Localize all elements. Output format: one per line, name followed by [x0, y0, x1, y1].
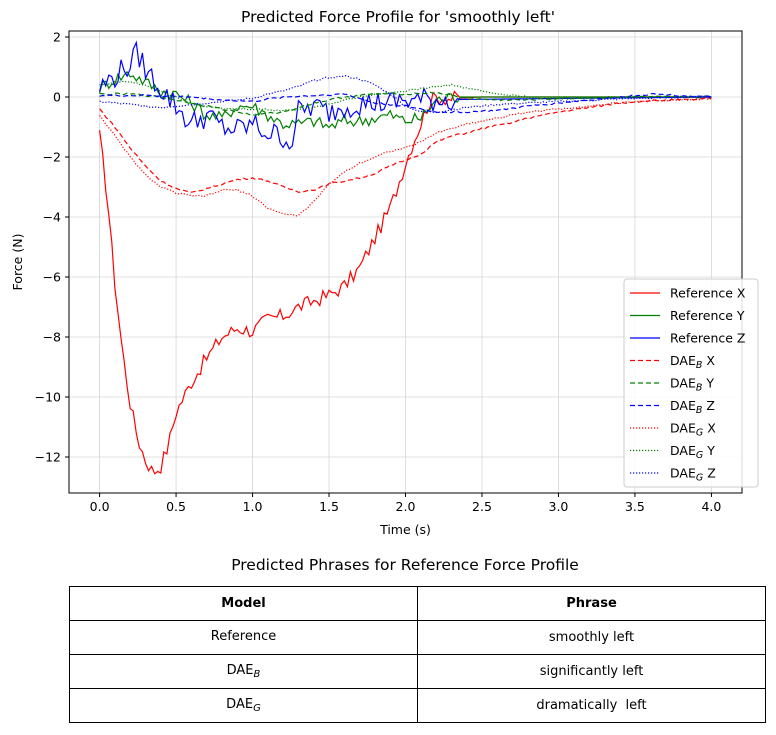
column-header-phrase: Phrase — [417, 586, 766, 621]
series-line — [99, 70, 712, 130]
series-line — [99, 92, 712, 114]
column-header-model: Model — [69, 586, 418, 621]
y-tick-label: −12 — [35, 450, 61, 465]
table-row: DAEG dramatically left — [69, 688, 766, 723]
cell-phrase: dramatically left — [417, 688, 766, 723]
legend-label: Reference X — [670, 286, 746, 301]
y-tick-label: −4 — [43, 210, 61, 225]
y-tick-label: −6 — [43, 270, 61, 285]
cell-model: Reference — [69, 620, 418, 655]
chart-title: Predicted Force Profile for 'smoothly le… — [241, 8, 555, 26]
y-axis-label: Force (N) — [10, 234, 25, 291]
legend-label: DAEG Y — [670, 443, 715, 461]
x-tick-label: 2.5 — [472, 499, 492, 514]
x-tick-label: 0.5 — [166, 499, 186, 514]
x-axis-label: Time (s) — [379, 522, 431, 537]
cell-phrase: smoothly left — [417, 620, 766, 655]
legend-label: DAEG X — [670, 421, 716, 439]
x-tick-label: 4.0 — [701, 499, 721, 514]
y-tick-label: −2 — [43, 150, 61, 165]
legend-label: DAEB Z — [670, 398, 715, 416]
y-tick-label: −8 — [43, 330, 61, 345]
line-chart: 0.0 0.5 1.0 1.5 2.0 2.5 3.0 3.5 4.0 −12 −10 −8 −6 −4 −… — [10, 30, 759, 537]
table-row: Reference smoothly left — [69, 620, 766, 655]
cell-model: DAEG — [69, 688, 418, 723]
cell-model: DAEB — [69, 654, 418, 689]
x-tick-label: 1.5 — [319, 499, 339, 514]
x-tick-label: 3.0 — [549, 499, 569, 514]
table-title: Predicted Phrases for Reference Force Pr… — [231, 556, 579, 574]
legend: Reference X Reference Y Reference Z DAEB X D… — [623, 278, 759, 488]
legend-label: DAEB X — [670, 353, 715, 371]
cell-phrase: significantly left — [417, 654, 766, 689]
table-header-row: Model Phrase — [69, 586, 766, 621]
series-group — [99, 40, 712, 475]
legend-label: Reference Y — [670, 308, 745, 323]
x-tick-label: 0.0 — [90, 499, 110, 514]
legend-label: Reference Z — [670, 331, 745, 346]
y-tick-label: 2 — [53, 30, 61, 45]
series-line — [99, 80, 712, 112]
legend-label: DAEB Y — [670, 376, 714, 394]
x-tick-label: 2.0 — [396, 499, 416, 514]
legend-box — [623, 278, 759, 488]
y-tick-label: 0 — [53, 90, 61, 105]
phrases-table: Model Phrase Reference smoothly left DAE… — [69, 586, 766, 723]
x-tick-label: 1.0 — [243, 499, 263, 514]
series-line — [99, 97, 712, 193]
x-tick-label: 3.5 — [625, 499, 645, 514]
y-tick-label: −10 — [35, 390, 61, 405]
table-row: DAEB significantly left — [69, 654, 766, 689]
series-line — [99, 97, 712, 217]
legend-label: DAEG Z — [670, 466, 716, 484]
